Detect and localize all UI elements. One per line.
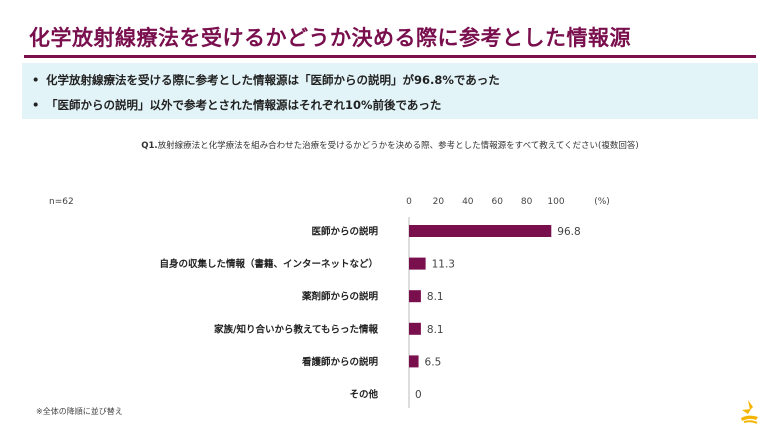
x-tick-label: 20	[433, 197, 445, 207]
x-tick-label: 100	[547, 197, 564, 207]
data-label: 0	[415, 389, 422, 401]
category-label: 家族/知り合いから教えてもらった情報	[214, 323, 379, 335]
bar	[409, 355, 419, 368]
summary-item: • 化学放射線療法を受ける際に参考とした情報源は「医師からの説明」が96.8%であ…	[32, 72, 500, 88]
x-tick-label: 0	[406, 197, 412, 207]
question-text: Q1.放射線療法と化学療法を組み合わせた治療を受けるかどうかを決める際、参考とし…	[0, 139, 780, 151]
x-tick-label: 80	[521, 197, 533, 207]
x-tick-label: 60	[491, 197, 503, 207]
bar	[409, 322, 421, 335]
sample-size-label: n=62	[49, 197, 74, 207]
bar	[409, 257, 426, 270]
bar	[409, 290, 421, 303]
bullet-icon: •	[32, 73, 40, 87]
summary-text: 化学放射線療法を受ける際に参考とした情報源は「医師からの説明」が96.8%であっ…	[46, 73, 500, 87]
unit-label: (%)	[594, 197, 610, 207]
category-label: 薬剤師からの説明	[301, 291, 379, 303]
company-logo-icon	[741, 400, 758, 424]
footnote: ※全体の降順に並び替え	[36, 407, 123, 416]
summary-text: 「医師からの説明」以外で参考とされた情報源はそれぞれ10%前後であった	[46, 98, 442, 112]
question-body: 放射線療法と化学療法を組み合わせた治療を受けるかどうかを決める際、参考とした情報…	[157, 141, 639, 151]
data-label: 11.3	[432, 259, 455, 271]
summary-item: • 「医師からの説明」以外で参考とされた情報源はそれぞれ10%前後であった	[32, 97, 441, 113]
question-number: Q1.	[141, 141, 158, 151]
category-label: 看護師からの説明	[302, 356, 379, 368]
data-label: 8.1	[427, 324, 444, 336]
bullet-icon: •	[32, 98, 40, 112]
category-label: 自身の収集した情報（書籍、インターネットなど）	[159, 258, 378, 270]
data-label: 96.8	[557, 226, 580, 238]
summary-box: • 化学放射線療法を受ける際に参考とした情報源は「医師からの説明」が96.8%であ…	[22, 63, 758, 119]
title-underline	[24, 55, 756, 58]
data-label: 8.1	[427, 291, 444, 303]
category-label: 医師からの説明	[311, 226, 378, 238]
x-tick-label: 40	[462, 197, 474, 207]
bar	[409, 225, 552, 237]
page-title: 化学放射線療法を受けるかどうか決める際に参考とした情報源	[29, 26, 631, 50]
data-label: 6.5	[425, 356, 442, 368]
category-label: その他	[349, 389, 378, 401]
